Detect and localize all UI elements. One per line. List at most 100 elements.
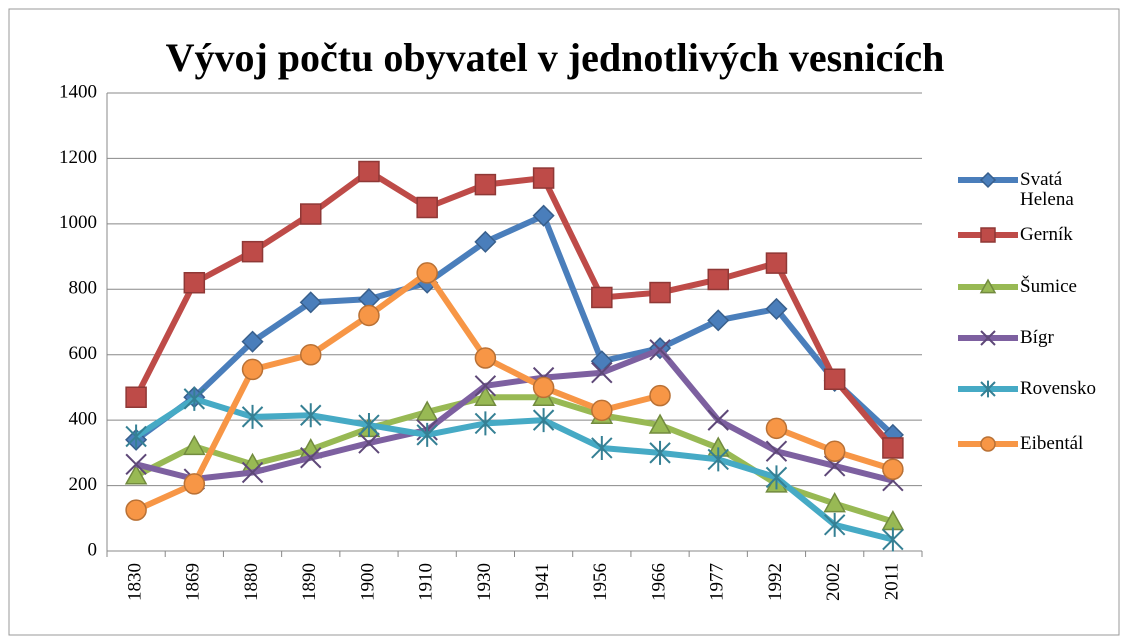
y-tick-label: 1200 bbox=[59, 147, 97, 168]
marker bbox=[532, 408, 555, 433]
marker bbox=[979, 171, 997, 189]
marker bbox=[299, 291, 322, 314]
marker bbox=[765, 297, 788, 320]
marker bbox=[241, 240, 264, 263]
marker bbox=[241, 330, 264, 353]
marker bbox=[980, 436, 996, 452]
series-line bbox=[134, 212, 895, 443]
marker bbox=[823, 492, 846, 513]
marker bbox=[125, 499, 147, 521]
x-tick-label: 1880 bbox=[241, 563, 262, 601]
marker bbox=[649, 281, 671, 304]
marker bbox=[882, 458, 904, 480]
y-tick-label: 600 bbox=[69, 343, 98, 364]
x-tick-label: 1966 bbox=[648, 563, 669, 601]
y-tick-label: 200 bbox=[69, 474, 98, 495]
x-tick-label: 1930 bbox=[474, 563, 495, 601]
marker bbox=[474, 230, 497, 253]
y-tick-label: 1000 bbox=[59, 212, 97, 233]
marker bbox=[125, 386, 147, 408]
marker bbox=[125, 453, 147, 476]
x-tick-label: 1977 bbox=[707, 563, 728, 601]
x-tick-label: 1869 bbox=[183, 563, 204, 601]
marker bbox=[532, 204, 555, 227]
marker bbox=[979, 278, 997, 294]
marker bbox=[241, 358, 264, 381]
marker bbox=[300, 203, 322, 225]
marker bbox=[765, 417, 788, 440]
marker bbox=[125, 424, 147, 449]
marker bbox=[416, 262, 438, 284]
marker bbox=[300, 403, 322, 428]
marker bbox=[823, 368, 846, 390]
legend-label: Gerník bbox=[1020, 224, 1073, 245]
marker bbox=[183, 386, 206, 411]
marker bbox=[823, 440, 846, 462]
legend-label: Eibentál bbox=[1020, 433, 1084, 454]
y-tick-label: 800 bbox=[69, 278, 98, 299]
marker bbox=[300, 447, 322, 469]
y-tick-label: 400 bbox=[69, 409, 98, 430]
series-line bbox=[135, 346, 894, 484]
y-tick-label: 1400 bbox=[59, 81, 97, 102]
marker bbox=[532, 167, 555, 189]
marker bbox=[765, 440, 788, 462]
marker bbox=[707, 268, 729, 291]
legend-label: Bígr bbox=[1020, 327, 1054, 348]
x-tick-label: 2011 bbox=[881, 563, 902, 600]
marker bbox=[649, 440, 671, 465]
marker bbox=[649, 384, 671, 407]
marker bbox=[358, 432, 380, 454]
marker bbox=[474, 347, 497, 369]
series-line bbox=[134, 395, 894, 543]
marker bbox=[823, 512, 846, 537]
marker bbox=[416, 422, 438, 447]
marker bbox=[882, 437, 904, 459]
marker bbox=[183, 434, 206, 456]
marker bbox=[241, 404, 264, 429]
marker bbox=[241, 461, 264, 484]
marker bbox=[648, 413, 672, 434]
marker bbox=[649, 339, 671, 361]
marker bbox=[765, 252, 788, 274]
marker bbox=[707, 409, 729, 431]
marker bbox=[124, 464, 148, 485]
marker bbox=[980, 330, 996, 346]
x-tick-label: 1910 bbox=[416, 563, 437, 601]
marker bbox=[474, 375, 497, 397]
marker bbox=[358, 304, 380, 327]
x-tick-label: 1900 bbox=[357, 563, 378, 601]
marker bbox=[980, 380, 996, 398]
x-tick-label: 1941 bbox=[532, 563, 553, 601]
marker bbox=[707, 309, 730, 332]
x-tick-label: 1992 bbox=[765, 563, 786, 601]
legend-label: Rovensko bbox=[1020, 378, 1096, 399]
chart-title: Vývoj počtu obyvatel v jednotlivých vesn… bbox=[166, 35, 945, 80]
series-line bbox=[134, 394, 894, 525]
marker bbox=[183, 271, 206, 294]
y-tick-label: 0 bbox=[88, 539, 98, 560]
marker bbox=[532, 376, 555, 399]
marker bbox=[707, 447, 729, 472]
marker bbox=[591, 286, 613, 309]
marker bbox=[416, 196, 438, 219]
marker bbox=[765, 465, 788, 490]
x-tick-label: 2002 bbox=[823, 563, 844, 601]
x-tick-label: 1830 bbox=[124, 563, 145, 601]
marker bbox=[474, 411, 497, 436]
marker bbox=[415, 400, 439, 421]
marker bbox=[980, 227, 996, 243]
marker bbox=[591, 361, 613, 384]
marker bbox=[183, 473, 206, 495]
marker bbox=[358, 160, 380, 183]
legend-label: Šumice bbox=[1020, 276, 1077, 297]
marker bbox=[300, 343, 322, 366]
marker bbox=[358, 413, 380, 438]
chart-frame bbox=[8, 8, 1120, 636]
legend-label: Svatá Helena bbox=[1020, 169, 1074, 210]
marker bbox=[591, 399, 613, 422]
marker bbox=[591, 435, 613, 460]
x-tick-label: 1890 bbox=[299, 563, 320, 601]
x-tick-label: 1956 bbox=[590, 563, 611, 601]
